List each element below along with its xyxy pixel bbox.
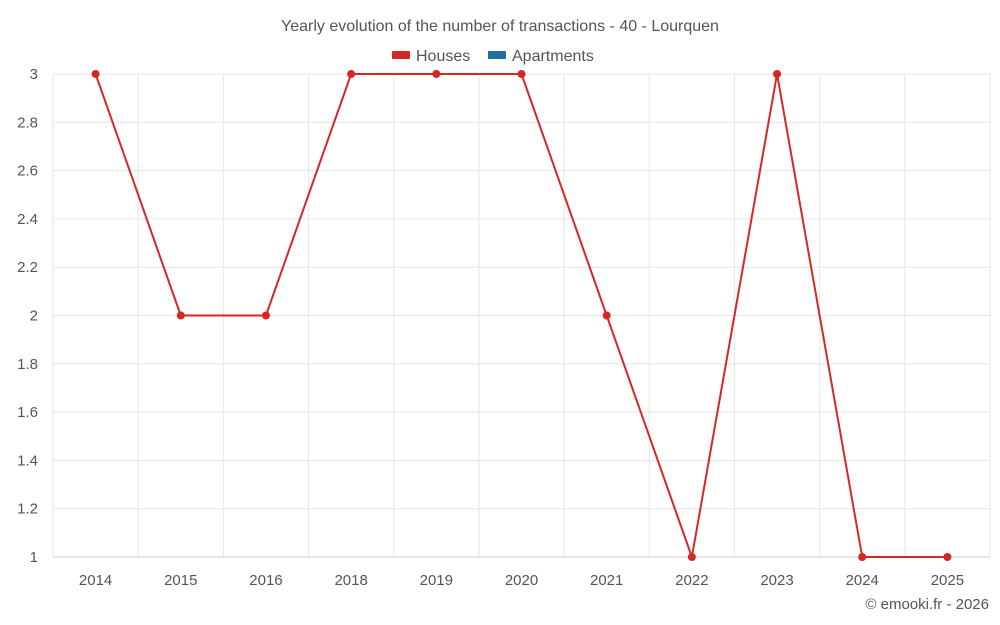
x-tick-label: 2018 [334, 572, 367, 589]
x-tick-label: 2021 [590, 572, 623, 589]
chart-title: Yearly evolution of the number of transa… [281, 18, 719, 35]
x-tick-label: 2022 [675, 572, 708, 589]
y-tick-label: 1.8 [17, 356, 38, 373]
y-tick-label: 2.6 [17, 163, 38, 180]
legend-swatch-apartments[interactable] [488, 51, 506, 59]
data-point[interactable] [602, 311, 611, 320]
y-tick-label: 1 [30, 549, 38, 566]
y-tick-label: 3 [30, 66, 38, 83]
legend-swatch-houses[interactable] [392, 51, 410, 59]
y-tick-label: 2.8 [17, 114, 38, 131]
data-point[interactable] [687, 553, 696, 561]
data-point[interactable] [943, 553, 952, 561]
data-point[interactable] [347, 70, 356, 78]
y-tick-label: 1.4 [17, 452, 38, 469]
y-tick-label: 2 [30, 308, 38, 325]
credit-text: © emooki.fr - 2026 [865, 596, 989, 613]
x-tick-label: 2024 [846, 572, 879, 589]
x-tick-label: 2023 [760, 572, 793, 589]
x-tick-label: 2020 [505, 572, 538, 589]
legend-label-apartments[interactable]: Apartments [512, 48, 594, 65]
x-tick-label: 2014 [79, 572, 112, 589]
y-tick-label: 1.6 [17, 404, 38, 421]
data-point[interactable] [517, 70, 526, 78]
legend: Houses Apartments [392, 48, 594, 65]
x-tick-label: 2015 [164, 572, 197, 589]
data-point[interactable] [773, 70, 782, 78]
data-point[interactable] [91, 70, 100, 78]
y-tick-label: 2.4 [17, 211, 38, 228]
x-axis-ticks: 2014 2015 2016 2018 2019 2020 2021 2022 2023 2024… [79, 572, 964, 589]
data-point[interactable] [858, 553, 867, 561]
x-tick-label: 2025 [931, 572, 964, 589]
y-axis-ticks: 1 1.2 1.4 1.6 1.8 2 2.2 2.4 2.6 2.8 3 [17, 66, 38, 566]
series-houses [91, 70, 952, 561]
data-point[interactable] [432, 70, 441, 78]
y-tick-label: 1.2 [17, 501, 38, 518]
y-tick-label: 2.2 [17, 259, 38, 276]
data-point[interactable] [261, 311, 270, 320]
data-point[interactable] [176, 311, 185, 320]
legend-label-houses[interactable]: Houses [416, 48, 470, 65]
x-tick-label: 2019 [420, 572, 453, 589]
x-tick-label: 2016 [249, 572, 282, 589]
